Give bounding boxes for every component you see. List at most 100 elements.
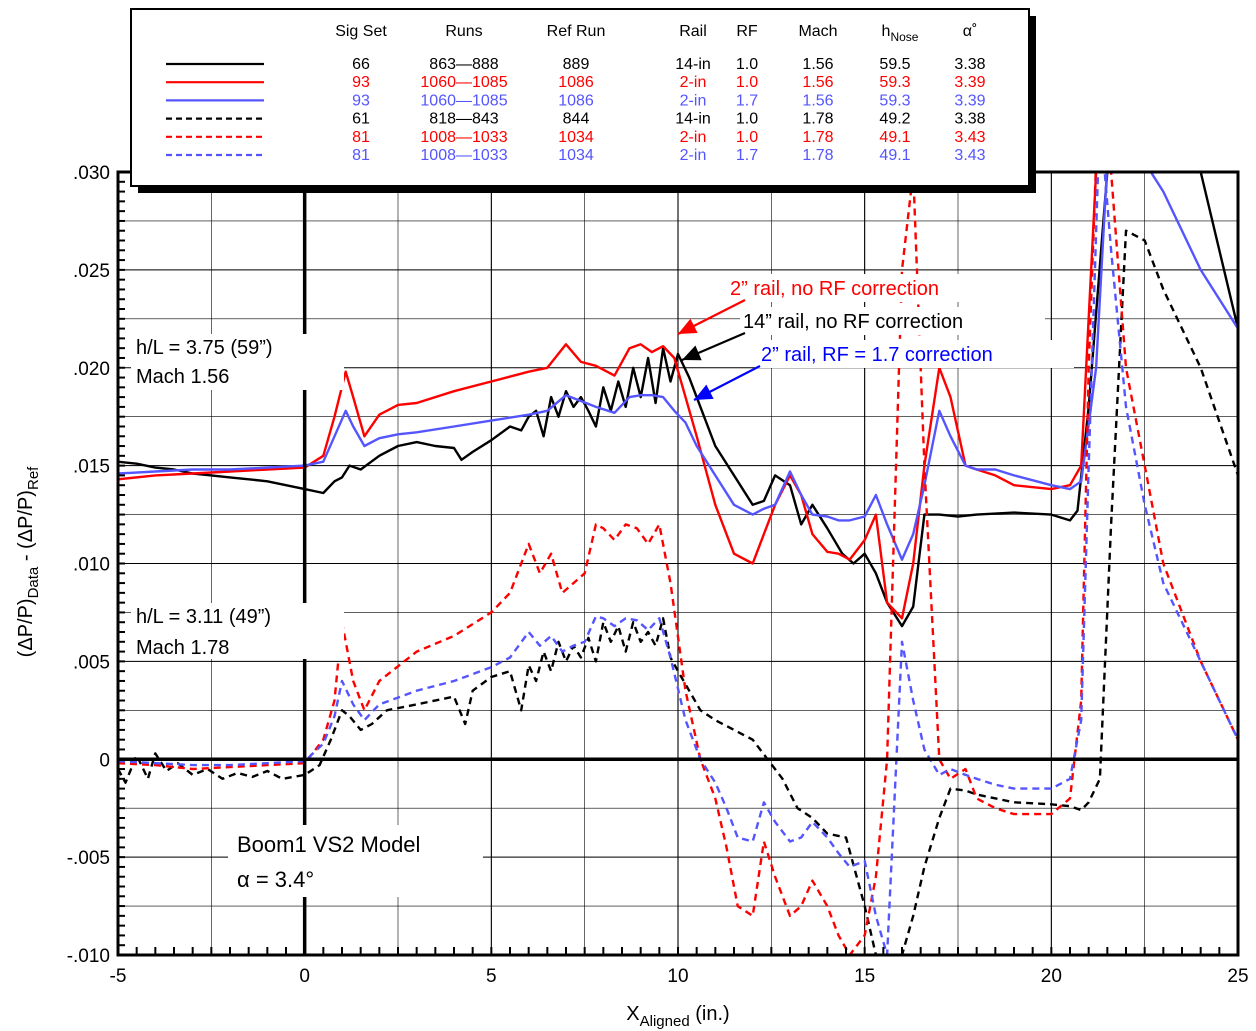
label-line-2: Mach 1.78 — [136, 637, 229, 659]
label-line-1: h/L = 3.75 (59”) — [136, 337, 273, 359]
legend-cell: 1086 — [558, 92, 594, 109]
legend-cell: 1.56 — [802, 92, 833, 109]
legend-cell: 863—888 — [429, 56, 498, 73]
x-tick-label: 15 — [854, 966, 875, 987]
legend-cell: 59.5 — [879, 56, 910, 73]
legend-cell: 1034 — [558, 129, 594, 146]
annotation-arrowhead — [682, 345, 702, 361]
legend-cell: 93 — [352, 74, 370, 91]
label-box — [131, 334, 344, 390]
series-line-1 — [118, 172, 1238, 628]
legend-cell: 1.56 — [802, 56, 833, 73]
legend-cell: 3.39 — [954, 92, 985, 109]
series-line-2 — [118, 172, 1238, 620]
legend-cell: 1060—1085 — [420, 92, 507, 109]
legend-cell: 49.1 — [879, 129, 910, 146]
label-line-1: Boom1 VS2 Model — [237, 832, 420, 857]
series-line-4 — [118, 229, 1238, 955]
legend-cell: 61 — [352, 111, 370, 128]
series-line-5 — [118, 172, 1238, 955]
legend-header: RF — [736, 23, 758, 40]
legend-cell: 1008—1033 — [420, 129, 507, 146]
label-line-2: α = 3.4° — [237, 867, 314, 892]
legend-cell: 1060—1085 — [420, 74, 507, 91]
legend-header: α˚ — [963, 23, 978, 40]
annotations: 2” rail, no RF correction 14” rail, no RF… — [677, 278, 993, 401]
legend-cell: 2-in — [680, 147, 707, 164]
legend-cell: 818—843 — [429, 111, 498, 128]
y-tick-label: .010 — [73, 555, 110, 576]
x-tick-label: 10 — [667, 966, 688, 987]
legend-header: Runs — [445, 23, 482, 40]
legend-cell: 3.38 — [954, 56, 985, 73]
x-tick-label: 0 — [299, 966, 310, 987]
legend-cell: 1.0 — [736, 74, 758, 91]
legend-cell: 49.1 — [879, 147, 910, 164]
label-line-2: Mach 1.56 — [136, 366, 229, 388]
y-tick-label: .005 — [73, 652, 110, 673]
legend-cell: 93 — [352, 92, 370, 109]
legend-cell: 14-in — [675, 111, 711, 128]
legend-cell: 1.78 — [802, 111, 833, 128]
legend-cell: 1086 — [558, 74, 594, 91]
x-tick-label: 20 — [1041, 966, 1062, 987]
y-tick-label: .025 — [73, 261, 110, 282]
label-box — [131, 603, 344, 659]
x-axis-label: XAligned (in.) — [626, 1003, 729, 1030]
y-tick-label: 0 — [99, 750, 110, 771]
legend-cell: 1034 — [558, 147, 594, 164]
legend-cell: 81 — [352, 147, 370, 164]
legend-cell: 1.7 — [736, 92, 758, 109]
legend-cell: 1.7 — [736, 147, 758, 164]
legend-cell: 889 — [563, 56, 590, 73]
legend-cell: 1.56 — [802, 74, 833, 91]
label-box — [228, 825, 483, 897]
series-line-6 — [118, 172, 1238, 955]
annotation-arrowhead — [678, 318, 698, 334]
legend-cell: 3.43 — [954, 129, 985, 146]
legend-cell: 49.2 — [879, 111, 910, 128]
legend-cell: 844 — [563, 111, 590, 128]
legend-cell: 2-in — [680, 74, 707, 91]
legend-cell: 66 — [352, 56, 370, 73]
x-tick-label: 25 — [1227, 966, 1248, 987]
legend-cell: 59.3 — [879, 92, 910, 109]
annotation-text: 2” rail, RF = 1.7 correction — [761, 344, 993, 366]
legend-cell: 1.78 — [802, 147, 833, 164]
legend: Sig Set Runs Ref Run Rail RF Mach hNose α˚66 863… — [130, 8, 1036, 193]
y-tick-label: .015 — [73, 457, 110, 478]
y-axis-label: (ΔP/P)Data - (ΔP/P)Ref — [15, 466, 42, 657]
legend-cell: 81 — [352, 129, 370, 146]
annotation-box — [758, 340, 1074, 368]
legend-cell: 1008—1033 — [420, 147, 507, 164]
annotation-text: 2” rail, no RF correction — [730, 278, 939, 300]
axis-labels: XAligned (in.) (ΔP/P)Data - (ΔP/P)Ref — [15, 466, 730, 1030]
legend-cell: 59.3 — [879, 74, 910, 91]
y-tick-label: -.010 — [67, 946, 110, 967]
legend-cell: 3.38 — [954, 111, 985, 128]
legend-header: Ref Run — [547, 23, 606, 40]
x-tick-label: -5 — [110, 966, 127, 987]
legend-cell: 1.0 — [736, 111, 758, 128]
annotation-box — [740, 307, 1045, 335]
annotation-box — [727, 274, 1010, 302]
legend-cell: 2-in — [680, 129, 707, 146]
legend-cell: 14-in — [675, 56, 711, 73]
label-line-1: h/L = 3.11 (49”) — [136, 606, 271, 628]
annotation-text: 14” rail, no RF correction — [743, 311, 963, 333]
legend-header: Sig Set — [335, 23, 387, 40]
legend-header: Mach — [798, 23, 837, 40]
legend-box — [130, 8, 1030, 187]
series-layer — [118, 172, 1238, 955]
legend-cell: 1.0 — [736, 129, 758, 146]
y-tick-label: .020 — [73, 359, 110, 380]
legend-cell: 2-in — [680, 92, 707, 109]
x-tick-label: 5 — [486, 966, 497, 987]
legend-cell: 1.0 — [736, 56, 758, 73]
text-boxes: h/L = 3.75 (59”) Mach 1.56 h/L = 3.11 (49”… — [131, 274, 1074, 897]
annotation-arrowhead — [694, 384, 714, 400]
axis-ticks: -5 0 5 10 15 20 25 -.010 -.005 0 .005 .010 .015 .020.… — [67, 163, 1249, 987]
y-tick-label: -.005 — [67, 848, 110, 869]
legend-cell: 3.39 — [954, 74, 985, 91]
